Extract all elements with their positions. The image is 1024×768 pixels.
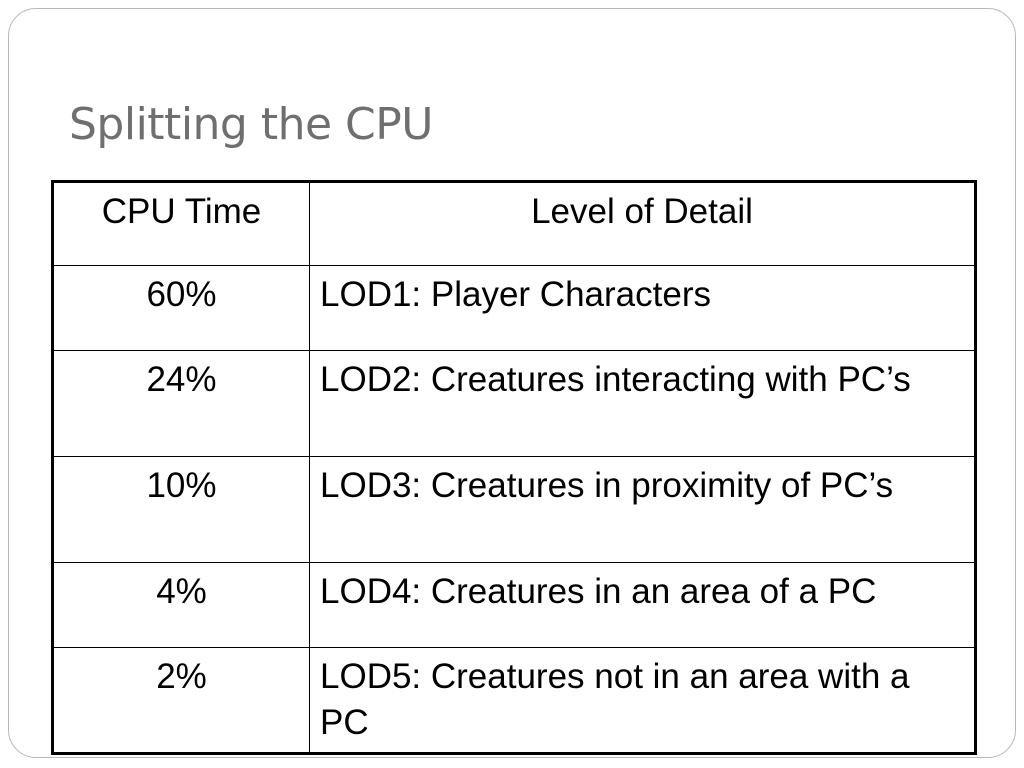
table-header-row: CPU Time Level of Detail — [52, 181, 976, 266]
lod-cell: LOD1: Player Characters — [309, 265, 976, 351]
slide-title: Splitting the CPU — [69, 99, 434, 150]
header-cpu-time: CPU Time — [52, 181, 310, 266]
cpu-time-cell: 4% — [52, 562, 310, 648]
cpu-time-cell: 2% — [52, 647, 310, 754]
header-level-of-detail: Level of Detail — [309, 181, 976, 266]
table-row: 24% LOD2: Creatures interacting with PC’… — [52, 350, 976, 457]
lod-cell: LOD4: Creatures in an area of a PC — [309, 562, 976, 648]
lod-cell: LOD2: Creatures interacting with PC’s — [309, 350, 976, 457]
cpu-lod-table: CPU Time Level of Detail 60% LOD1: Playe… — [51, 180, 977, 755]
lod-cell: LOD5: Creatures not in an area with a PC — [309, 647, 976, 754]
cpu-time-cell: 24% — [52, 350, 310, 457]
table-row: 2% LOD5: Creatures not in an area with a… — [52, 647, 976, 754]
lod-cell: LOD3: Creatures in proximity of PC’s — [309, 456, 976, 563]
table-row: 60% LOD1: Player Characters — [52, 265, 976, 351]
table-row: 10% LOD3: Creatures in proximity of PC’s — [52, 456, 976, 563]
table-row: 4% LOD4: Creatures in an area of a PC — [52, 562, 976, 648]
cpu-time-cell: 60% — [52, 265, 310, 351]
cpu-time-cell: 10% — [52, 456, 310, 563]
